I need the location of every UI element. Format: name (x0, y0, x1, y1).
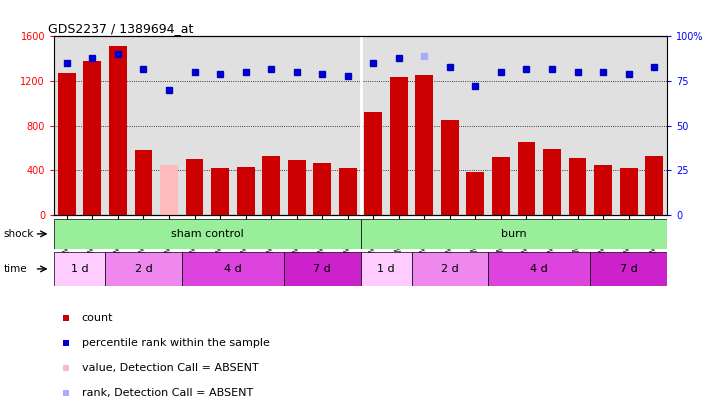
Bar (492, 157, 510, 215)
Text: 2 d: 2 d (135, 264, 152, 274)
Bar (339, 168, 357, 215)
Text: GDS2237 / 1389694_at: GDS2237 / 1389694_at (48, 22, 193, 35)
Bar (488, 252, 590, 286)
Bar (364, 112, 382, 215)
Text: count: count (81, 313, 113, 322)
Bar (360, 219, 667, 249)
Bar (313, 164, 331, 215)
Bar (105, 252, 182, 286)
Text: 1 d: 1 d (71, 264, 89, 274)
Bar (441, 120, 459, 215)
Text: 1 d: 1 d (377, 264, 395, 274)
Text: rank, Detection Call = ABSENT: rank, Detection Call = ABSENT (81, 388, 253, 398)
Bar (619, 168, 637, 215)
Bar (236, 167, 255, 215)
Text: 2 d: 2 d (441, 264, 459, 274)
Bar (160, 164, 178, 215)
Text: shock: shock (4, 229, 34, 239)
Bar (569, 158, 586, 215)
Text: percentile rank within the sample: percentile rank within the sample (81, 338, 270, 347)
Bar (54, 252, 105, 286)
Text: time: time (4, 264, 27, 274)
Bar (54, 219, 360, 249)
Text: 7 d: 7 d (314, 264, 331, 274)
Text: 4 d: 4 d (224, 264, 242, 274)
Bar (211, 168, 229, 215)
Bar (543, 149, 561, 215)
Bar (135, 150, 152, 215)
Bar (109, 47, 127, 215)
Bar (84, 61, 102, 215)
Text: sham control: sham control (171, 229, 244, 239)
Text: 7 d: 7 d (620, 264, 637, 274)
Text: burn: burn (501, 229, 526, 239)
Bar (185, 159, 203, 215)
Bar (360, 252, 412, 286)
Bar (518, 142, 536, 215)
Bar (262, 156, 280, 215)
Bar (590, 252, 667, 286)
Bar (466, 173, 485, 215)
Bar (284, 252, 360, 286)
Bar (412, 252, 488, 286)
Text: value, Detection Call = ABSENT: value, Detection Call = ABSENT (81, 363, 258, 373)
Bar (58, 73, 76, 215)
Bar (288, 160, 306, 215)
Bar (182, 252, 284, 286)
Text: 4 d: 4 d (531, 264, 548, 274)
Bar (645, 156, 663, 215)
Bar (594, 164, 612, 215)
Bar (415, 75, 433, 215)
Bar (390, 77, 408, 215)
